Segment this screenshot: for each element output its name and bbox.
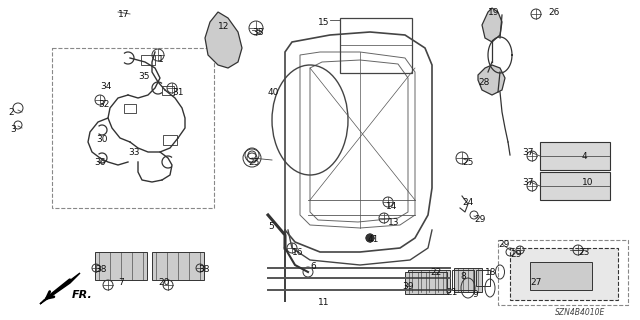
Text: 25: 25	[462, 158, 474, 167]
Bar	[408, 270, 450, 292]
Text: 29: 29	[510, 250, 522, 259]
Text: 4: 4	[582, 152, 588, 161]
Polygon shape	[40, 273, 80, 304]
Bar	[498, 240, 628, 305]
Text: FR.: FR.	[72, 290, 93, 300]
Bar	[163, 135, 177, 145]
Text: 24: 24	[462, 198, 473, 207]
Text: 25: 25	[248, 158, 259, 167]
Text: 3: 3	[10, 125, 16, 134]
Text: 38: 38	[95, 265, 106, 274]
Text: 5: 5	[268, 222, 274, 231]
Text: 7: 7	[118, 278, 124, 287]
Text: 9: 9	[472, 290, 477, 299]
Text: 39: 39	[402, 282, 413, 291]
Text: 22: 22	[430, 268, 441, 277]
Bar	[162, 86, 174, 95]
Text: 26: 26	[548, 8, 559, 17]
Text: 27: 27	[530, 278, 541, 287]
Text: SZN4B4010E: SZN4B4010E	[555, 308, 605, 317]
Text: 2: 2	[8, 108, 13, 117]
Text: 34: 34	[100, 82, 111, 91]
Text: 10: 10	[582, 178, 593, 187]
Text: 41: 41	[368, 235, 380, 244]
Text: 12: 12	[218, 22, 229, 31]
Bar	[530, 262, 592, 290]
Text: 40: 40	[268, 88, 280, 97]
Text: 32: 32	[98, 100, 109, 109]
Text: 11: 11	[318, 298, 330, 307]
Bar	[141, 55, 155, 65]
Polygon shape	[205, 12, 242, 68]
Text: 33: 33	[128, 148, 140, 157]
Polygon shape	[482, 8, 502, 42]
Text: 14: 14	[386, 202, 397, 211]
Bar	[510, 248, 618, 300]
Bar	[540, 142, 610, 170]
Text: 16: 16	[292, 248, 303, 257]
Text: 6: 6	[310, 262, 316, 271]
Bar	[52, 48, 214, 208]
Text: 28: 28	[478, 78, 490, 87]
Text: 15: 15	[318, 18, 330, 27]
Bar	[340, 18, 412, 73]
Text: 38: 38	[252, 28, 264, 37]
Text: 18: 18	[485, 268, 497, 277]
Polygon shape	[478, 65, 505, 95]
Bar	[152, 252, 204, 280]
Text: 29: 29	[474, 215, 485, 224]
Bar	[452, 270, 474, 290]
Text: 37: 37	[522, 178, 534, 187]
Bar	[405, 272, 447, 294]
Text: 36: 36	[94, 158, 106, 167]
Bar	[540, 172, 610, 200]
Text: 20: 20	[158, 278, 170, 287]
Text: 37: 37	[522, 148, 534, 157]
Text: 17: 17	[118, 10, 129, 19]
Text: 38: 38	[198, 265, 209, 274]
Bar	[476, 270, 490, 286]
Text: 8: 8	[460, 272, 466, 281]
Text: 21: 21	[446, 288, 458, 297]
Bar	[95, 252, 147, 280]
Text: 19: 19	[488, 8, 499, 17]
Text: 31: 31	[172, 88, 184, 97]
Text: 23: 23	[578, 248, 589, 257]
Text: 13: 13	[388, 218, 399, 227]
Text: 30: 30	[96, 135, 108, 144]
Circle shape	[366, 234, 374, 242]
Bar	[124, 104, 136, 113]
Text: 1: 1	[158, 55, 164, 64]
Text: 35: 35	[138, 72, 150, 81]
Text: 29: 29	[498, 240, 509, 249]
Bar	[454, 268, 482, 292]
